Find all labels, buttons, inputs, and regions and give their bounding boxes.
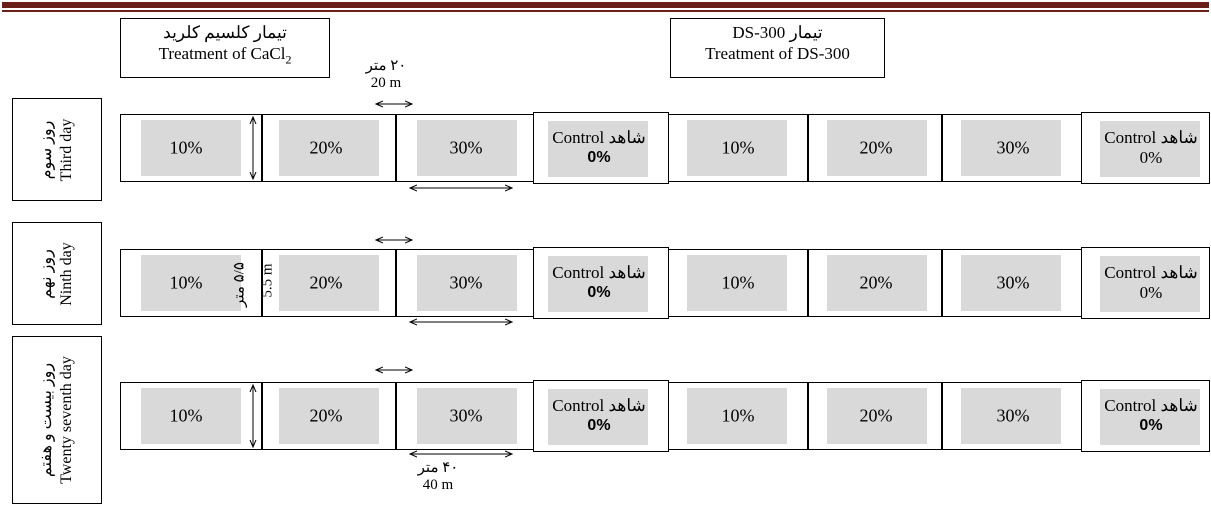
plot-cacl2-control: شاهد Control 0%: [552, 396, 646, 434]
plot-ds300-10: 10%: [721, 405, 755, 426]
plot-cacl2-30: 30%: [449, 272, 483, 293]
treatment-cacl2-persian: تیمار کلسیم کلرید: [163, 23, 287, 42]
day-box-third: روز سوم Third day: [12, 98, 102, 201]
length-persian: ۴۰ متر: [417, 460, 459, 476]
treatment-cacl2-english: Treatment of CaCl2: [158, 44, 292, 67]
treatment-cacl2-box: تیمار کلسیم کلرید Treatment of CaCl2: [120, 18, 330, 78]
plot-ds300-20: 20%: [859, 137, 893, 158]
plot-cacl2-20: 20%: [309, 137, 343, 158]
plot-ds300-control: شاهد Control 0%: [1104, 263, 1198, 302]
plot-cacl2-30: 30%: [449, 405, 483, 426]
gap-english: 20 m: [370, 75, 402, 91]
plot-ds300-control: شاهد Control 0%: [1104, 396, 1198, 434]
length-english: 40 m: [422, 477, 454, 493]
header-bar-thin: [2, 10, 1209, 12]
plot-ds300-30: 30%: [996, 405, 1030, 426]
plot-ds300-10: 10%: [721, 137, 755, 158]
day-box-ninth: روز نهم Ninth day: [12, 222, 102, 325]
plot-strip-third-day: 10% 20% 30% شاهد Control 0% 10% 20% 30% …: [120, 112, 1210, 184]
treatment-ds300-box: تیمار DS-300 Treatment of DS-300: [670, 18, 885, 78]
day-box-twenty-seventh: روز بیست و هفتم Twenty seventh day: [12, 336, 102, 504]
plot-ds300-20: 20%: [859, 405, 893, 426]
plot-ds300-control: شاهد Control 0%: [1104, 128, 1198, 167]
plot-cacl2-20: 20%: [309, 272, 343, 293]
plot-cacl2-20: 20%: [309, 405, 343, 426]
gap-persian: ۲۰ متر: [365, 58, 407, 74]
plot-cacl2-control: شاهد Control 0%: [552, 263, 646, 301]
plot-ds300-10: 10%: [721, 272, 755, 293]
plot-cacl2-10: 10%: [169, 405, 203, 426]
plot-strip-twenty-seventh-day: 10% 20% 30% شاهد Control 0% 10% 20% 30% …: [120, 380, 1210, 452]
gap-dimension-label: ۲۰ متر 20 m: [356, 58, 416, 92]
plot-cacl2-30: 30%: [449, 137, 483, 158]
length-dimension-label: ۴۰ متر 40 m: [408, 460, 468, 494]
plot-strip-ninth-day: 10% 20% 30% شاهد Control 0% 10% 20% 30% …: [120, 247, 1210, 319]
treatment-ds300-english: Treatment of DS-300: [705, 44, 850, 63]
plot-ds300-30: 30%: [996, 137, 1030, 158]
plot-ds300-30: 30%: [996, 272, 1030, 293]
plot-cacl2-10: 10%: [169, 137, 203, 158]
plot-cacl2-10: 10%: [169, 272, 203, 293]
plot-cacl2-control: شاهد Control 0%: [552, 128, 646, 166]
plot-ds300-20: 20%: [859, 272, 893, 293]
treatment-ds300-persian: تیمار DS-300: [732, 23, 823, 42]
header-bar: [2, 2, 1209, 8]
